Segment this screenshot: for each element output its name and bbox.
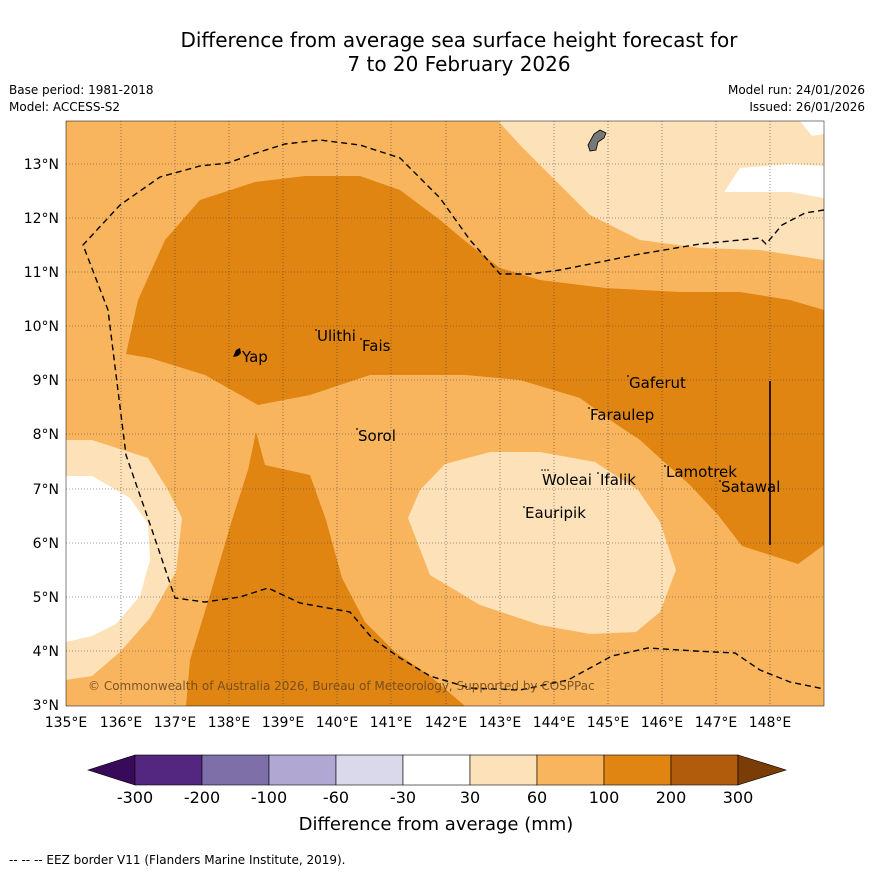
contour-white-corner <box>800 121 824 136</box>
graticule <box>66 121 824 706</box>
lat-tick-label: 5°N <box>33 590 59 606</box>
lon-tick-label: 143°E <box>479 715 522 731</box>
colorbar-extend-max <box>737 754 788 786</box>
contour-white-northeast <box>724 164 824 198</box>
guam-island-icon <box>587 129 607 152</box>
island-label-yap: Yap <box>241 348 268 366</box>
contour-30-60-central <box>408 452 676 634</box>
colorbar-tick-label: 100 <box>589 788 620 807</box>
issued-text: Issued: 26/01/2026 <box>749 100 865 114</box>
contour-100-200-band <box>126 176 824 564</box>
colorbar-swatch <box>670 754 739 786</box>
lon-tick-label: 145°E <box>587 715 630 731</box>
title-line-2: 7 to 20 February 2026 <box>347 52 571 76</box>
contour-layer <box>66 121 824 706</box>
colorbar-title: Difference from average (mm) <box>299 814 574 835</box>
colorbar-tick-label: -30 <box>390 788 416 807</box>
lon-tick-label: 136°E <box>100 715 143 731</box>
colorbar-tick-label: -100 <box>251 788 287 807</box>
contour-30-60-northeast <box>498 121 824 260</box>
model-run-text: Model run: 24/01/2026 <box>727 83 865 97</box>
title-line-1: Difference from average sea surface heig… <box>180 28 738 52</box>
island-dots <box>315 329 721 508</box>
map-title: Difference from average sea surface heig… <box>0 28 873 76</box>
island-label-faraulep: Faraulep <box>590 406 654 424</box>
yap-island-icon <box>233 348 241 357</box>
plot-frame <box>65 120 825 707</box>
island-label-satawal: Satawal <box>721 478 780 496</box>
lon-tick-label: 135°E <box>45 715 88 731</box>
base-period-text: Base period: 1981-2018 <box>9 83 154 97</box>
island-label-lamotrek: Lamotrek <box>666 463 737 481</box>
lon-tick-label: 141°E <box>370 715 413 731</box>
island-label-fais: Fais <box>362 337 391 355</box>
lat-tick-label: 12°N <box>24 211 59 227</box>
lon-tick-label: 148°E <box>749 715 792 731</box>
lat-tick-label: 8°N <box>33 427 59 443</box>
model-text: Model: ACCESS-S2 <box>9 100 121 114</box>
colorbar-tick-label: -200 <box>184 788 220 807</box>
colorbar-tick-label: 30 <box>460 788 480 807</box>
lon-tick-label: 144°E <box>533 715 576 731</box>
colorbar-swatch <box>402 754 471 786</box>
island-labels: Yap Ulithi Fais Gaferut Faraulep Sorol L… <box>241 327 780 522</box>
lon-tick-label: 147°E <box>695 715 738 731</box>
island-label-gaferut: Gaferut <box>629 374 686 392</box>
contour-white-west <box>66 476 150 642</box>
lat-tick-label: 11°N <box>24 265 59 281</box>
colorbar-swatch <box>201 754 270 786</box>
colorbar-swatch <box>469 754 538 786</box>
island-label-sorol: Sorol <box>358 427 396 445</box>
lat-tick-label: 13°N <box>24 157 59 173</box>
lon-tick-label: 139°E <box>262 715 305 731</box>
footnote: -- -- -- EEZ border V11 (Flanders Marine… <box>9 853 346 867</box>
island-label-woleai: Woleai <box>542 471 592 489</box>
island-label-eauripik: Eauripik <box>525 504 586 522</box>
lon-tick-labels: 135°E 136°E 137°E 138°E 139°E 140°E 141°… <box>45 715 792 731</box>
colorbar-tick-label: -60 <box>323 788 349 807</box>
colorbar-tick-labels: -300 -200 -100 -60 -30 30 60 100 200 300 <box>117 788 753 807</box>
eez-border <box>82 139 824 691</box>
lat-tick-label: 7°N <box>33 482 59 498</box>
colorbar: -300 -200 -100 -60 -30 30 60 100 200 300… <box>87 754 788 835</box>
meta-left: Base period: 1981-2018 Model: ACCESS-S2 <box>9 82 154 116</box>
colorbar-extend-min <box>87 754 136 786</box>
copyright-text: © Commonwealth of Australia 2026, Bureau… <box>88 679 595 693</box>
colorbar-swatch <box>134 754 203 786</box>
lon-tick-label: 137°E <box>154 715 197 731</box>
colorbar-swatch <box>536 754 605 786</box>
colorbar-tick-label: 200 <box>656 788 687 807</box>
colorbar-tick-label: 300 <box>723 788 754 807</box>
lon-tick-label: 142°E <box>425 715 468 731</box>
lon-tick-label: 140°E <box>316 715 359 731</box>
colorbar-tick-label: 60 <box>527 788 547 807</box>
colorbar-swatch <box>603 754 672 786</box>
colorbar-swatch <box>335 754 404 786</box>
island-label-ulithi: Ulithi <box>317 327 356 345</box>
colorbar-tick-label: -300 <box>117 788 153 807</box>
lat-tick-label: 3°N <box>33 698 59 714</box>
lat-tick-label: 6°N <box>33 536 59 552</box>
lon-tick-label: 138°E <box>208 715 251 731</box>
eez-line <box>82 139 824 691</box>
lat-tick-label: 4°N <box>33 644 59 660</box>
lon-tick-label: 146°E <box>641 715 684 731</box>
meta-right: Model run: 24/01/2026 Issued: 26/01/2026 <box>728 82 865 116</box>
lat-tick-label: 10°N <box>24 319 59 335</box>
island-label-ifalik: Ifalik <box>600 471 636 489</box>
contour-100-200-south <box>186 432 465 706</box>
colorbar-swatch <box>268 754 337 786</box>
lat-tick-label: 9°N <box>33 373 59 389</box>
lat-tick-labels: 13°N 12°N 11°N 10°N 9°N 8°N 7°N 6°N 5°N … <box>24 157 59 714</box>
